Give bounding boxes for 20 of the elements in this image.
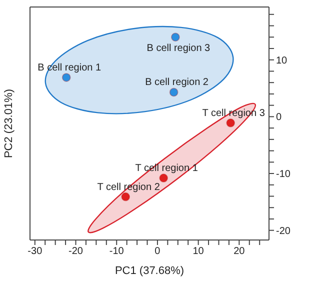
x-tick-label: 20: [234, 246, 246, 258]
x-tick-label: -10: [109, 246, 124, 258]
y-tick-label: 10: [276, 55, 288, 66]
y-axis-title: PC2 (23.01%): [2, 88, 15, 158]
point: [170, 32, 180, 42]
x-tick-label: 0: [154, 246, 161, 258]
y-tick-label: 0: [276, 112, 282, 124]
point: [226, 118, 236, 128]
point: [159, 174, 168, 183]
series-label: B cell region 2: [145, 77, 209, 88]
point: [121, 192, 130, 202]
y-tick-label: -20: [276, 226, 291, 237]
x-tick-label: 10: [192, 246, 204, 258]
point: [169, 88, 178, 97]
x-axis-title: PC1 (37.68%): [114, 265, 184, 277]
point: [62, 72, 71, 82]
x-tick-label: -30: [28, 246, 43, 258]
y-tick-label: -10: [276, 169, 291, 180]
series-label: B cell region 3: [146, 43, 211, 54]
x-tick-label: -20: [68, 246, 84, 258]
